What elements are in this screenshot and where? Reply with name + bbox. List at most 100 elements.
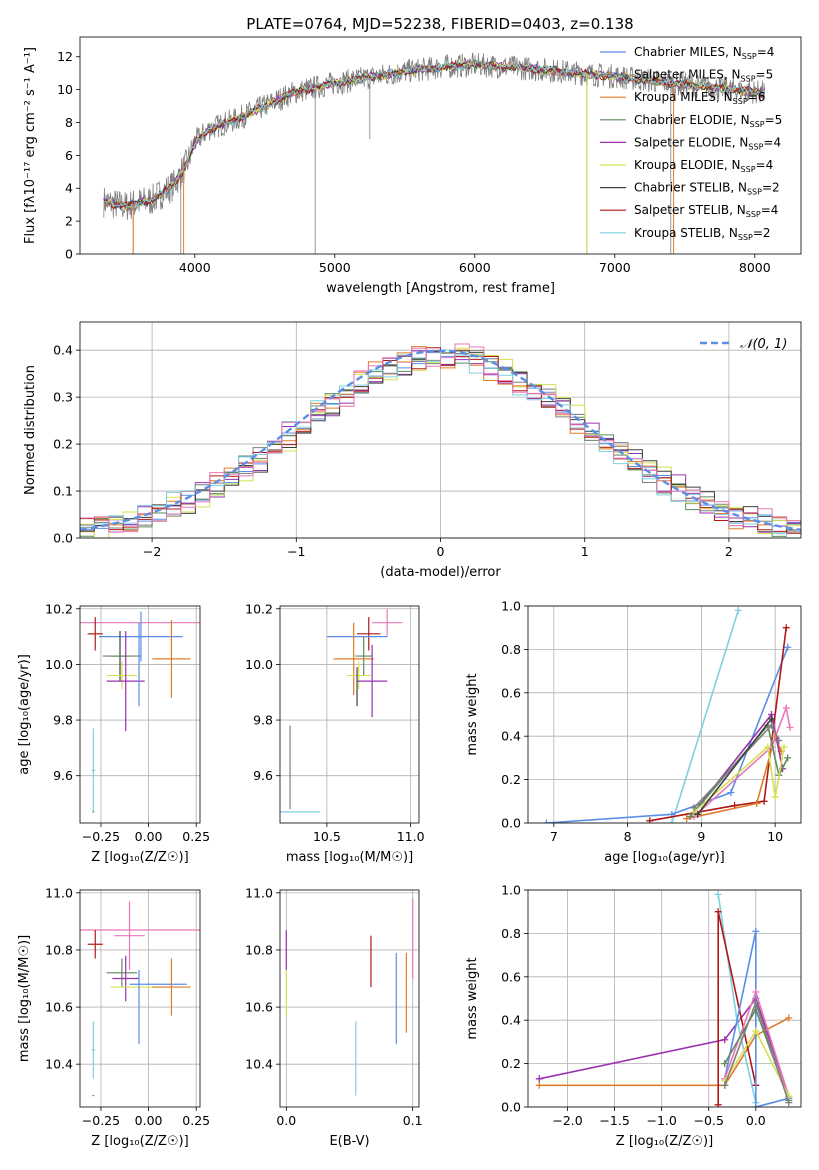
x-tick-label: 8000 xyxy=(739,260,771,275)
chart-age-vs-Z: −0.25 0.00 0.25 9.6 9.8 10.0 10.2 Z [log₁₀(Z/Z☉… xyxy=(17,601,210,865)
legend-suffix: =4 xyxy=(756,158,774,172)
errorbar-point xyxy=(346,661,371,690)
errorbar-point xyxy=(99,611,183,662)
plot-area xyxy=(103,52,766,254)
y-tick-label: 10.0 xyxy=(245,657,273,672)
weight-marker xyxy=(784,754,792,762)
weight-line xyxy=(546,646,789,823)
errorbar-point xyxy=(333,622,374,696)
y-tick-label: 0.4 xyxy=(53,343,73,358)
errorbar-point xyxy=(106,958,138,988)
weight-marker xyxy=(764,743,772,751)
plot-area xyxy=(280,608,403,813)
legend-subscript: SSP xyxy=(748,142,763,151)
x-tick-label: 0.1 xyxy=(403,1113,423,1128)
x-tick-label: −1.0 xyxy=(646,1113,676,1128)
x-tick-label: 0.0 xyxy=(746,1113,766,1128)
weight-marker xyxy=(767,715,775,723)
chart-massweight-vs-Z: −2.0 −1.5 −1.0 −0.5 0.0 0.0 0.2 0.4 0.6 0.8 1.0 Z [… xyxy=(465,883,802,1149)
gaussian-curve xyxy=(80,349,801,531)
y-axis-label: mass weight xyxy=(465,957,480,1039)
x-axis-label: (data-model)/error xyxy=(380,565,501,580)
x-axis-label: age [log₁₀(age/yr)] xyxy=(604,850,725,865)
y-tick-label: 2 xyxy=(65,214,73,229)
x-tick-label: −0.25 xyxy=(82,1113,120,1128)
weight-line xyxy=(723,931,790,1107)
legend-suffix: =2 xyxy=(753,226,771,240)
axes-frame xyxy=(279,605,420,824)
x-tick-label: 11.0 xyxy=(397,829,425,844)
legend-entry: Salpeter ELODIE, NSSP=4 xyxy=(634,135,781,151)
weight-marker xyxy=(771,793,779,801)
y-tick-label: 10.4 xyxy=(45,1057,73,1072)
legend-suffix: =4 xyxy=(757,45,775,59)
weight-marker xyxy=(786,724,794,732)
weight-line xyxy=(671,610,740,823)
weight-marker xyxy=(752,1103,760,1107)
x-axis-label: E(B-V) xyxy=(329,1134,369,1149)
x-axis-label: Z [log₁₀(Z/Z☉)] xyxy=(91,850,188,865)
weight-marker xyxy=(785,1099,793,1107)
legend-subscript: SSP xyxy=(741,165,756,174)
legend-subscript: SSP xyxy=(741,75,756,84)
y-tick-label: 6 xyxy=(65,148,73,163)
legend-suffix: =2 xyxy=(762,181,780,195)
weight-marker xyxy=(780,743,788,751)
errorbar-point xyxy=(106,631,145,732)
x-tick-label: 9 xyxy=(697,829,705,844)
y-tick-label: 1.0 xyxy=(501,599,521,614)
x-tick-label: −0.5 xyxy=(694,1113,724,1128)
weight-marker xyxy=(690,804,698,812)
x-tick-label: 6000 xyxy=(459,260,491,275)
errorbar-point xyxy=(357,644,388,718)
x-tick-label: −1 xyxy=(287,544,305,559)
x-tick-label: 0.25 xyxy=(182,1113,210,1128)
weight-marker xyxy=(694,810,702,818)
weight-marker xyxy=(535,1081,543,1089)
x-axis-label: mass [log₁₀(M/M☉)] xyxy=(286,850,413,865)
errorbar-point xyxy=(355,636,373,676)
y-tick-label: 0.4 xyxy=(501,729,521,744)
errorbar-point xyxy=(91,1021,96,1079)
errorbar-point xyxy=(152,619,191,698)
axes-frame xyxy=(527,605,802,824)
legend-entry: Chabrier MILES, NSSP=4 xyxy=(634,45,774,61)
y-tick-label: 8 xyxy=(65,115,73,130)
weight-marker xyxy=(784,643,792,651)
y-tick-label: 10.2 xyxy=(245,601,273,616)
y-tick-label: 0.6 xyxy=(501,969,521,984)
residual-histogram xyxy=(80,343,801,533)
weight-marker xyxy=(714,1101,722,1107)
weight-marker xyxy=(782,704,790,712)
y-tick-label: 0.6 xyxy=(501,685,521,700)
y-tick-label: 4 xyxy=(65,181,73,196)
y-axis-label: Flux [fλ10⁻¹⁷ erg cm⁻² s⁻¹ A⁻¹] xyxy=(23,47,38,244)
chart-mass-vs-EBV: 0.0 0.1 10.4 10.6 10.8 11.0 E(B-V) xyxy=(245,885,422,1149)
errorbar-point xyxy=(114,901,145,970)
weight-marker xyxy=(721,1081,729,1089)
weight-marker xyxy=(760,797,768,805)
legend-entry: 𝒩(0, 1) xyxy=(740,337,787,352)
legend-entry: Chabrier STELIB, NSSP=2 xyxy=(634,181,780,197)
y-tick-label: 9.8 xyxy=(53,713,73,728)
y-axis-label: mass [log₁₀(M/M☉)] xyxy=(17,935,32,1062)
y-tick-label: 0.0 xyxy=(501,1100,521,1115)
y-tick-label: 10.8 xyxy=(45,942,73,957)
weight-line xyxy=(693,745,785,813)
y-tick-label: 9.6 xyxy=(253,768,273,783)
y-tick-label: 0.0 xyxy=(501,816,521,831)
legend-suffix: =5 xyxy=(756,68,774,82)
y-tick-label: 0.2 xyxy=(53,437,73,452)
weight-line xyxy=(693,705,791,818)
axes-frame xyxy=(79,321,802,539)
errorbar-point xyxy=(372,608,403,637)
weight-marker xyxy=(686,812,694,820)
x-axis-label: Z [log₁₀(Z/Z☉)] xyxy=(91,1134,188,1149)
errorbar-point xyxy=(106,661,138,690)
x-tick-label: −2 xyxy=(143,544,161,559)
legend-entry: Kroupa MILES, NSSP=6 xyxy=(634,90,765,106)
y-tick-label: 10.8 xyxy=(245,942,273,957)
weight-marker xyxy=(727,789,735,797)
legend-entry: Kroupa STELIB, NSSP=2 xyxy=(634,226,771,242)
axes-frame xyxy=(279,889,420,1108)
